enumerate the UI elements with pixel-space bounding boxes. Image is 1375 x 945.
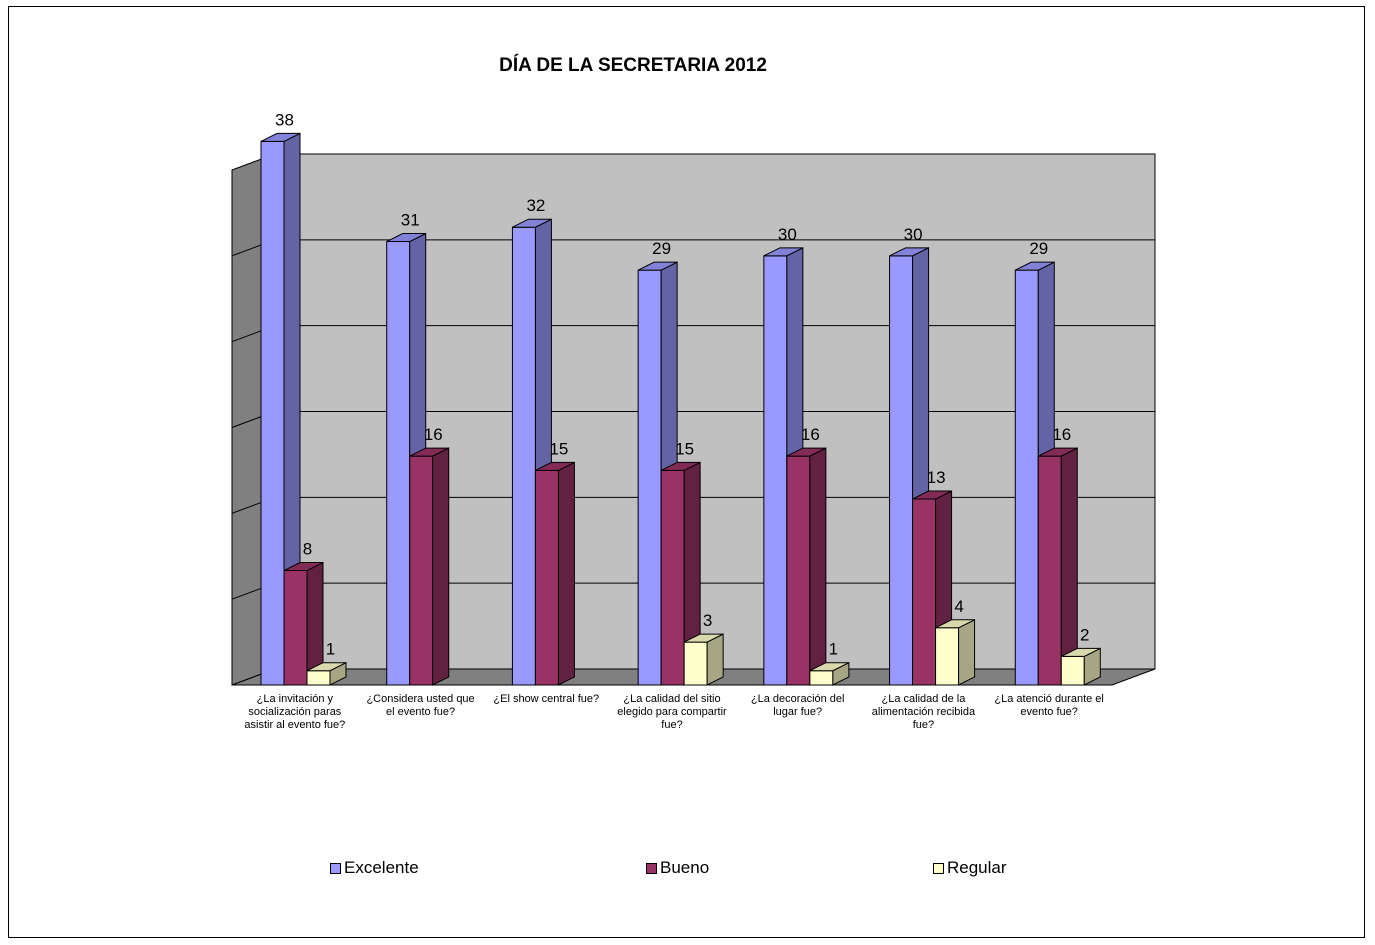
bar-excelente-5 [763,255,788,686]
data-label-regular-5: 1 [829,640,838,659]
bar-regular-6 [935,627,960,686]
legend-label: Bueno [660,858,710,877]
data-label-excelente-5: 30 [778,225,797,244]
bar-side-regular-6 [958,618,976,686]
bar-bueno-2 [409,455,434,686]
data-label-bueno-4: 15 [675,439,694,458]
data-label-regular-6: 4 [954,597,963,616]
bar-top-regular-5 [809,662,850,672]
bar-top-bueno-7 [1038,447,1078,457]
data-label-excelente-3: 32 [526,196,545,215]
bar-bueno-1 [283,570,308,686]
legend-swatch [646,862,657,874]
bar-top-bueno-3 [535,461,575,471]
bar-top-excelente-4 [637,261,678,271]
bar-bueno-5 [786,455,811,686]
bar-regular-4 [683,641,708,686]
bar-excelente-2 [386,241,411,686]
data-label-bueno-3: 15 [549,439,568,458]
legend-item-regular: Regular [933,858,1007,878]
bar-top-bueno-1 [283,562,324,572]
legend-swatch [330,862,341,874]
data-label-bueno-2: 16 [424,425,443,444]
legend-swatch [933,862,944,874]
category-label: ¿La calidad de la alimentación recibida … [871,693,976,731]
bar-bueno-4 [660,469,685,686]
legend-item-excelente: Excelente [330,858,419,878]
bar-top-excelente-5 [763,247,804,257]
bar-top-excelente-1 [260,132,301,142]
chart-title: DÍA DE LA SECRETARIA 2012 [499,54,767,76]
data-label-bueno-6: 13 [927,468,946,487]
bar-regular-7 [1060,655,1085,686]
data-label-excelente-1: 38 [275,110,294,129]
plot-area: 38 8 1 31 16 32 15 29 15 3 30 16 1 30 13 4 29 16 2 [231,110,1156,686]
category-label: ¿La invitación y socialización paras asi… [244,693,346,731]
data-label-excelente-4: 29 [652,239,671,258]
bar-bueno-7 [1037,455,1062,686]
bar-side-bueno-3 [557,461,575,686]
bar-top-regular-6 [935,619,975,629]
data-label-bueno-7: 16 [1052,425,1071,444]
data-label-regular-4: 3 [703,611,712,630]
bar-side-bueno-5 [809,447,827,686]
bar-top-regular-1 [306,662,347,672]
bar-excelente-7 [1014,269,1039,686]
bar-excelente-6 [889,255,914,686]
bar-top-bueno-2 [409,447,449,457]
data-label-bueno-5: 16 [801,425,820,444]
bar-regular-5 [809,670,834,686]
bar-side-regular-4 [706,633,724,686]
data-label-regular-1: 1 [326,640,335,659]
bar-top-regular-7 [1061,647,1101,657]
bar-excelente-4 [637,269,662,686]
bar-top-bueno-6 [912,490,952,500]
bar-bueno-6 [912,498,937,686]
bar-bueno-3 [534,469,559,686]
data-label-regular-7: 2 [1080,625,1089,644]
category-label: ¿La calidad del sitio elegido para compa… [617,693,727,731]
bar-side-bueno-2 [432,447,450,686]
bar-top-excelente-6 [889,247,929,257]
legend-label: Regular [947,858,1007,877]
bar-top-regular-4 [683,633,724,643]
category-label: ¿El show central fue? [493,693,600,705]
bar-excelente-3 [511,226,536,686]
data-label-excelente-6: 30 [904,225,923,244]
bar-top-excelente-2 [386,233,426,243]
bar-top-bueno-5 [786,447,827,457]
category-label: ¿La decoración del lugar fue? [750,693,845,718]
data-label-excelente-2: 31 [401,211,420,230]
data-label-bueno-1: 8 [303,540,312,559]
legend-item-bueno: Bueno [646,858,709,878]
bar-regular-1 [306,670,331,686]
legend: Excelente Bueno Regular [0,858,1375,880]
bar-top-excelente-3 [512,218,552,228]
bar-top-excelente-7 [1015,261,1055,271]
data-label-excelente-7: 29 [1029,239,1048,258]
legend-label: Excelente [344,858,419,877]
bar-top-bueno-4 [660,461,701,471]
category-label: ¿La atenció durante el evento fue? [994,693,1104,718]
category-label: ¿Considera usted que el evento fue? [366,693,475,718]
bar-excelente-1 [260,140,285,686]
